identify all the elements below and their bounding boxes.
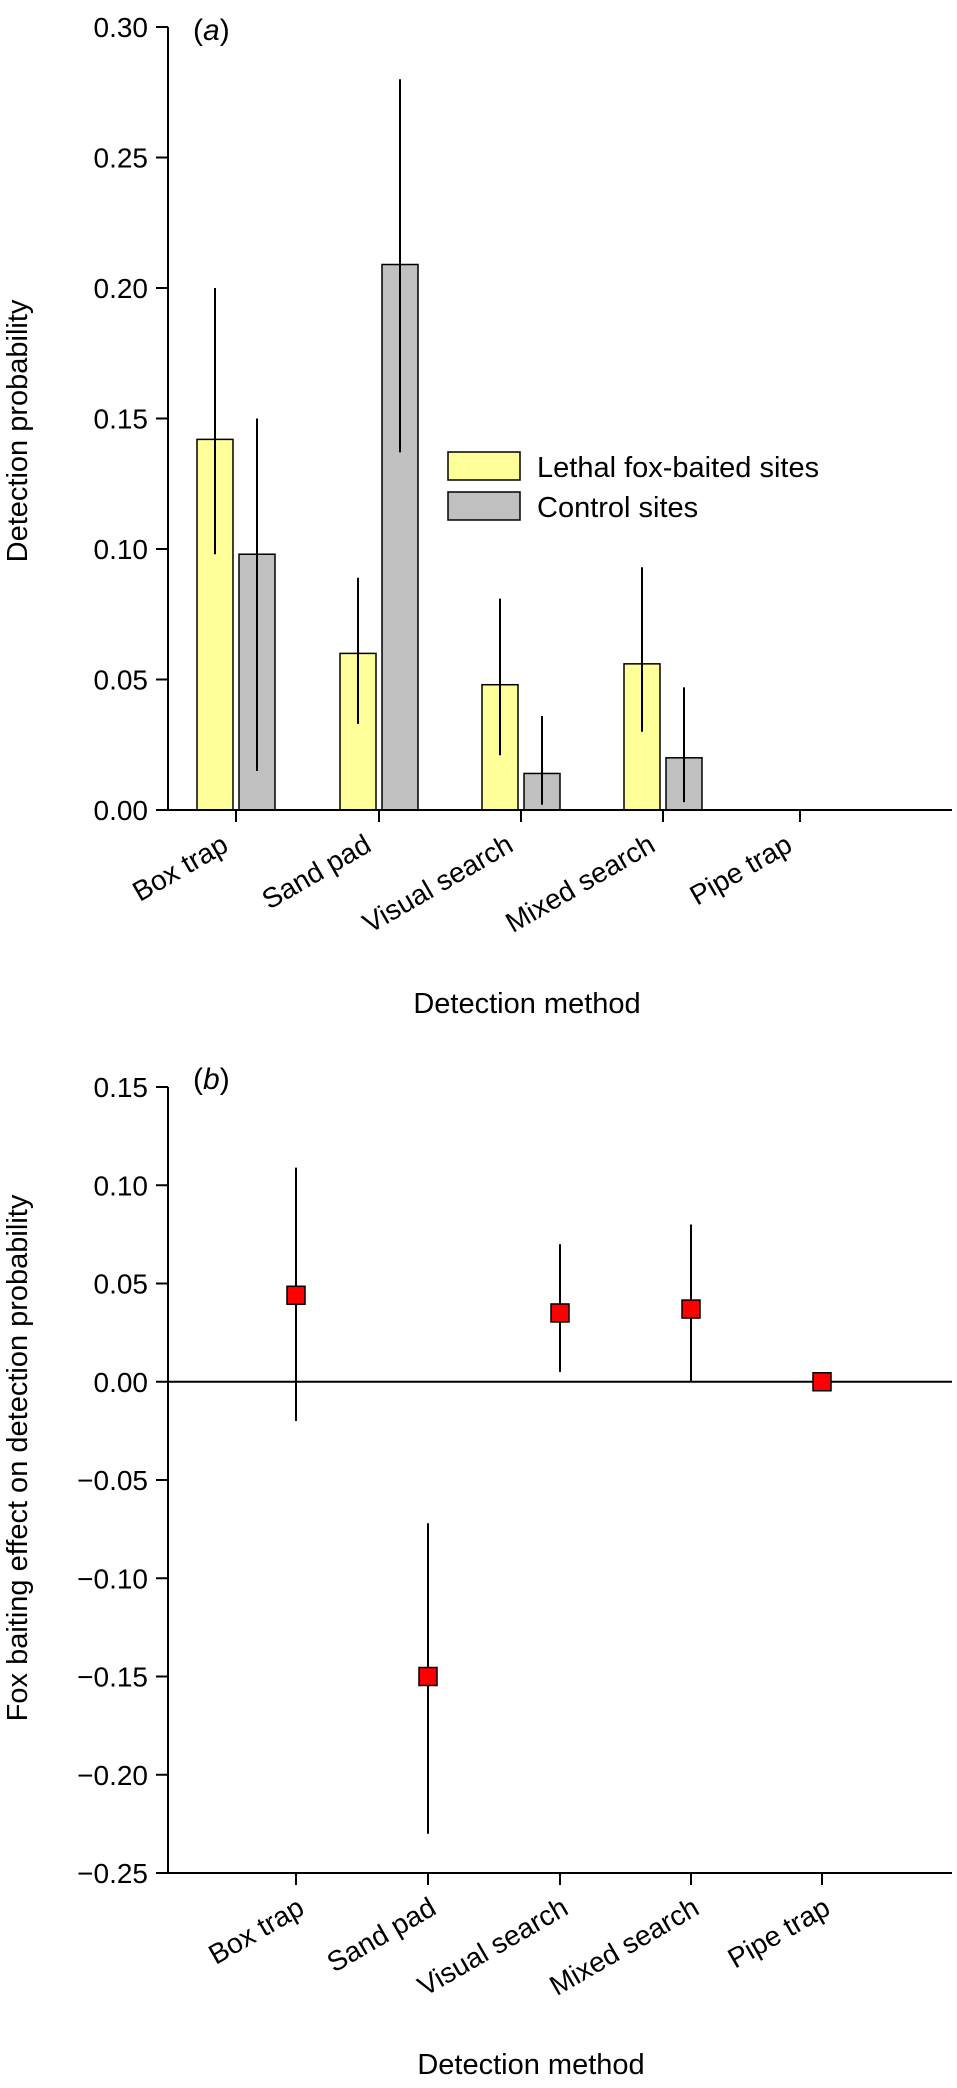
x-tick-label-sand-pad: Sand pad <box>257 828 376 915</box>
y-tick-label: 0.15 <box>94 1072 149 1103</box>
point-sand-pad <box>418 1666 438 1687</box>
panel-b-letter: b <box>203 1063 220 1096</box>
x-tick-label-mixed-search: Mixed search <box>500 828 660 938</box>
y-tick-label: 0.00 <box>94 795 149 826</box>
y-tick-label: 0.25 <box>94 143 149 174</box>
y-tick-label: 0.00 <box>94 1367 149 1398</box>
y-tick-label: −0.20 <box>77 1760 148 1791</box>
point-visual-search <box>550 1303 570 1323</box>
panel-a-bar-chart: 0.00 0.05 0.10 0.15 0.20 0.25 0.30 Box trap San… <box>2 12 952 1020</box>
x-tick-label-visual-search: Visual search <box>412 1891 573 2002</box>
panel-a-label: (a) <box>193 14 230 47</box>
panel-a-bars <box>196 263 703 811</box>
point-mixed-search <box>681 1299 701 1319</box>
panel-a-letter: a <box>203 14 220 47</box>
panel-b-y-axis-title: Fox baiting effect on detection probabil… <box>2 1194 34 1721</box>
y-tick-label: 0.10 <box>94 1170 149 1201</box>
y-tick-label: −0.05 <box>77 1465 148 1496</box>
panel-a-y-ticks: 0.00 0.05 0.10 0.15 0.20 0.25 0.30 <box>94 12 168 826</box>
x-tick-label-sand-pad: Sand pad <box>322 1891 441 1978</box>
panel-b-points <box>286 1285 832 1687</box>
legend-swatch-lethal <box>447 451 521 481</box>
panel-b-y-ticks: −0.25 −0.20 −0.15 −0.10 −0.05 0.00 0.05 0.10 0.1… <box>77 1072 168 1889</box>
panel-a-error-bars <box>214 79 685 805</box>
bar-mixed-search-lethal <box>623 663 661 811</box>
x-tick-label-pipe-trap: Pipe trap <box>722 1891 835 1974</box>
x-tick-label-box-trap: Box trap <box>127 828 233 907</box>
y-tick-label: −0.25 <box>77 1858 148 1889</box>
panel-a-legend: Lethal fox-baited sites Control sites <box>447 451 819 524</box>
y-tick-label: 0.30 <box>94 12 149 43</box>
panel-a-x-axis-title: Detection method <box>413 988 640 1020</box>
legend-label-lethal: Lethal fox-baited sites <box>537 452 819 484</box>
panel-a-y-axis-title: Detection probability <box>2 299 34 562</box>
y-tick-label: 0.05 <box>94 665 149 696</box>
y-tick-label: 0.10 <box>94 534 149 565</box>
point-box-trap <box>286 1285 306 1306</box>
point-pipe-trap <box>812 1372 832 1392</box>
y-tick-label: −0.10 <box>77 1563 148 1594</box>
panel-b-scatter-chart: −0.25 −0.20 −0.15 −0.10 −0.05 0.00 0.05 0.10 0.1… <box>2 1063 952 2081</box>
y-tick-label: 0.15 <box>94 404 149 435</box>
legend-swatch-control <box>447 491 521 521</box>
panel-b-error-bars <box>295 1167 692 1834</box>
panel-b-label: (b) <box>193 1063 230 1096</box>
y-tick-label: −0.15 <box>77 1662 148 1693</box>
y-tick-label: 0.20 <box>94 273 149 304</box>
y-tick-label: 0.05 <box>94 1269 149 1300</box>
x-tick-label-pipe-trap: Pipe trap <box>684 828 797 911</box>
x-tick-label-mixed-search: Mixed search <box>544 1891 704 2001</box>
legend-label-control: Control sites <box>537 492 698 524</box>
x-tick-label-box-trap: Box trap <box>203 1891 309 1970</box>
panel-b-x-axis-title: Detection method <box>417 2049 644 2081</box>
x-tick-label-visual-search: Visual search <box>357 828 518 939</box>
